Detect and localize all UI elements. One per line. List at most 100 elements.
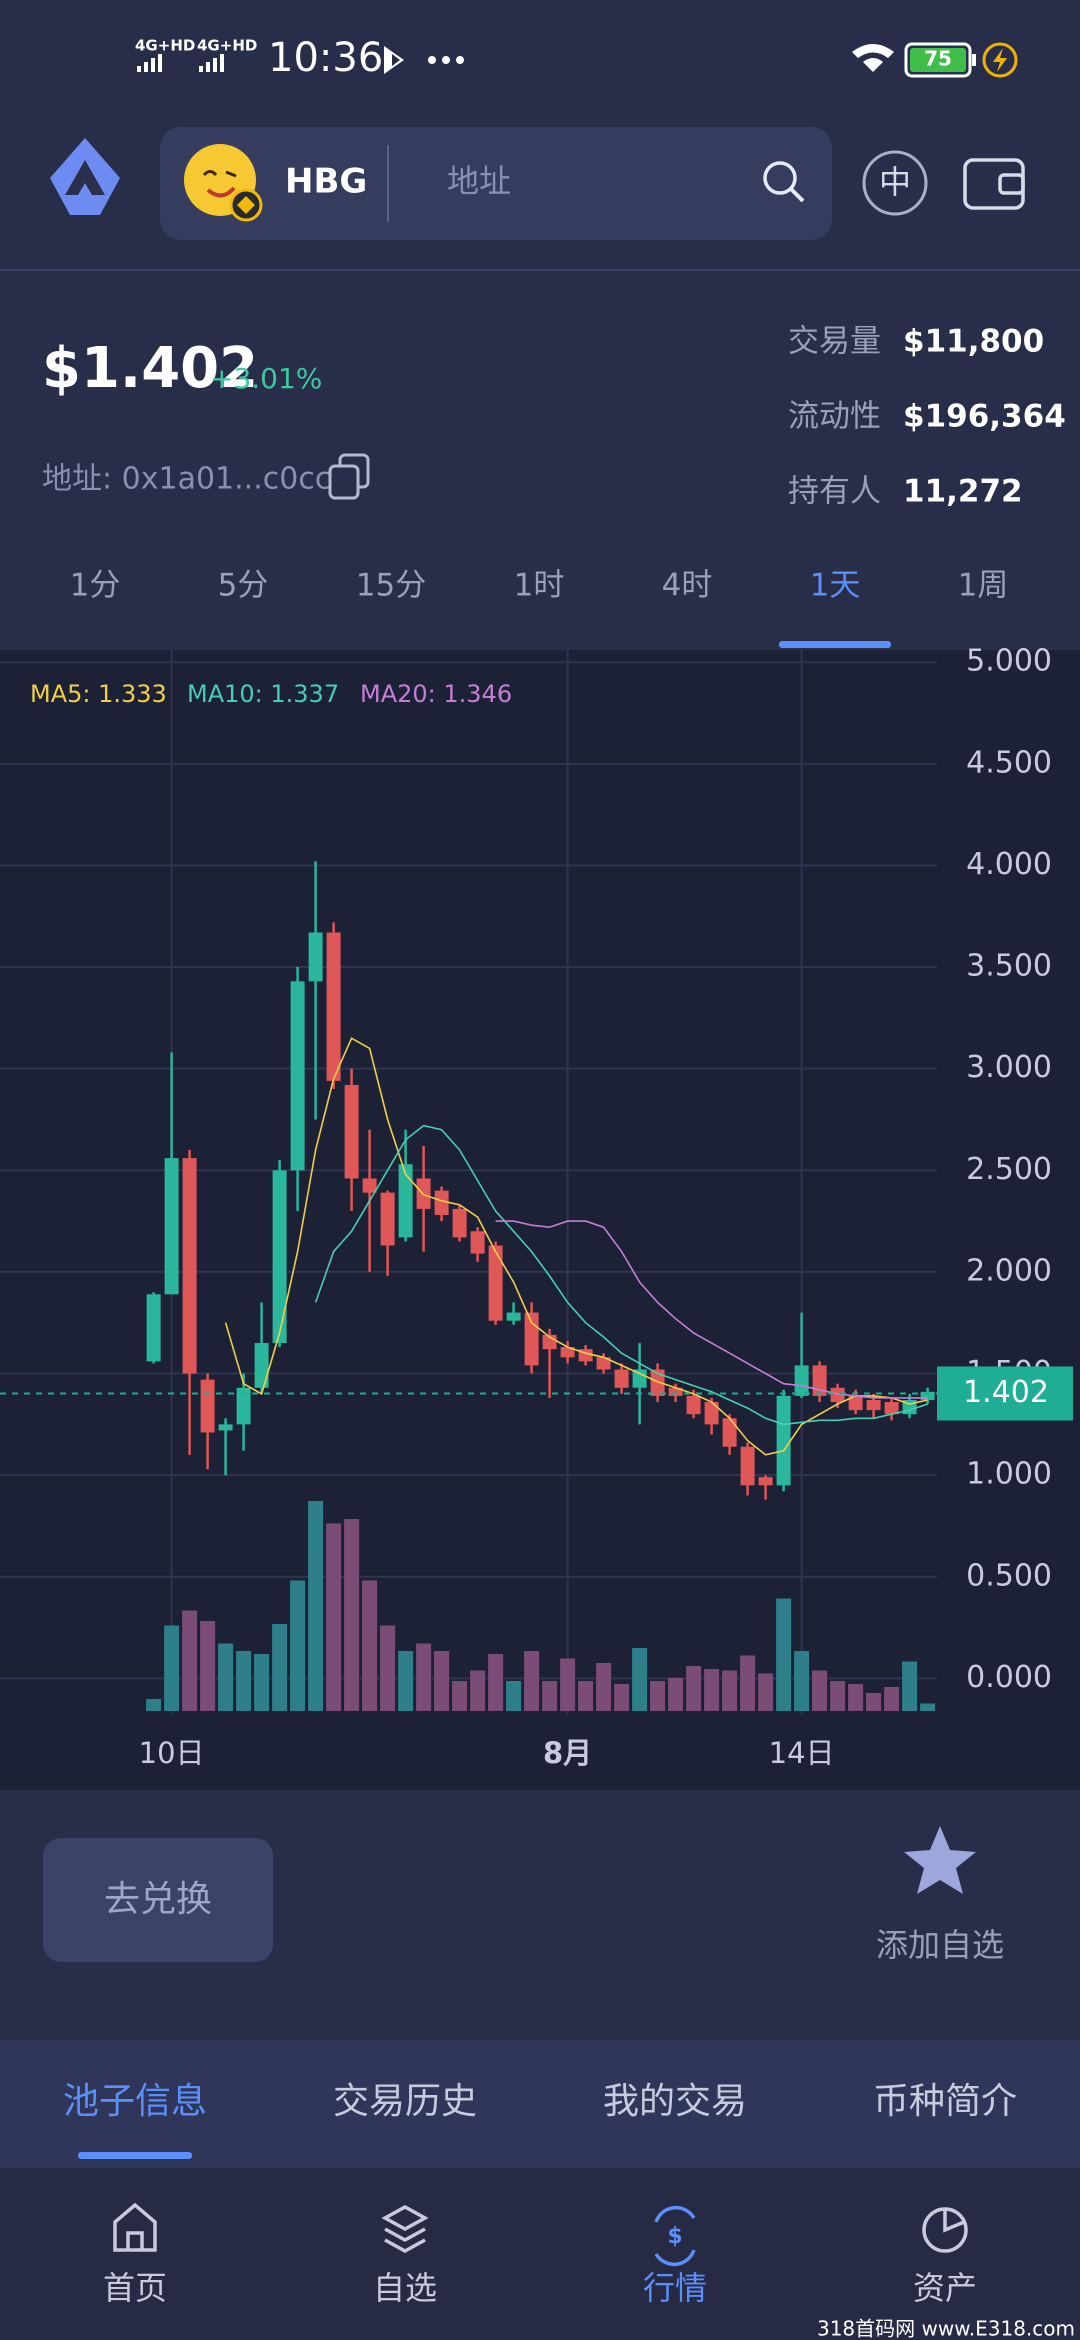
candle-body bbox=[380, 1192, 395, 1246]
signal bbox=[151, 58, 155, 72]
y-tick-label: 0.000 bbox=[966, 1660, 1052, 1695]
volume-bar bbox=[362, 1580, 378, 1711]
interval-tab[interactable]: 1天 bbox=[810, 568, 861, 604]
stat-value: $11,800 bbox=[903, 324, 1044, 360]
volume-bar bbox=[560, 1658, 576, 1711]
volume-bar bbox=[722, 1670, 738, 1711]
play-icon bbox=[384, 46, 404, 74]
candle-body bbox=[740, 1446, 755, 1486]
interval-tab[interactable]: 4时 bbox=[662, 568, 713, 604]
volume-bar bbox=[434, 1651, 450, 1711]
swap-button[interactable] bbox=[43, 1838, 273, 1962]
assets-icon-slice bbox=[943, 2209, 965, 2233]
volume-bar bbox=[488, 1654, 504, 1711]
candle-body bbox=[686, 1395, 701, 1415]
home-icon[interactable] bbox=[113, 2202, 157, 2252]
candle-body bbox=[776, 1395, 791, 1486]
language-text[interactable]: 中 bbox=[879, 163, 911, 201]
volume-bar bbox=[290, 1580, 306, 1711]
volume-bar bbox=[902, 1661, 918, 1711]
y-tick-label: 4.000 bbox=[966, 847, 1052, 882]
search-placeholder[interactable]: 地址 bbox=[447, 162, 511, 200]
swap-text[interactable]: 去兑换 bbox=[104, 1879, 212, 1920]
y-tick-label: 4.500 bbox=[966, 745, 1052, 780]
network: 4G+HD bbox=[197, 37, 257, 55]
stats: 交易量 $11,800 流动性 $196,364 持有人 11,272 bbox=[788, 324, 1066, 510]
candle-body bbox=[794, 1365, 809, 1396]
search-icon[interactable] bbox=[763, 161, 797, 195]
candle-body bbox=[884, 1402, 899, 1415]
signal bbox=[144, 62, 148, 72]
candle-body bbox=[272, 1170, 287, 1344]
candlestick-chart: 0.0000.5001.0001.5002.0002.5003.0003.500… bbox=[0, 644, 1073, 1770]
volume-bar bbox=[650, 1681, 666, 1711]
dot bbox=[456, 56, 464, 64]
candle-body bbox=[218, 1424, 233, 1431]
nav-labels: 首页 自选 行情 资产 bbox=[103, 2269, 977, 2307]
volume-bar bbox=[200, 1621, 216, 1711]
battery-tip bbox=[972, 54, 976, 66]
nav-label[interactable]: 自选 bbox=[373, 2269, 437, 2307]
signal bbox=[206, 62, 210, 72]
volume-bar bbox=[830, 1681, 846, 1711]
info-tab[interactable]: 交易历史 bbox=[333, 2081, 477, 2122]
candle-body bbox=[668, 1387, 683, 1396]
volume-bar bbox=[218, 1643, 234, 1711]
nav-label[interactable]: 行情 bbox=[643, 2269, 707, 2307]
token-symbol[interactable]: HBG bbox=[285, 162, 367, 202]
interval-tab[interactable]: 1分 bbox=[70, 568, 121, 604]
candle-body bbox=[524, 1312, 539, 1366]
nav-label[interactable]: 首页 bbox=[103, 2269, 167, 2307]
battery-level bbox=[910, 48, 966, 72]
candle-body bbox=[236, 1387, 251, 1425]
y-tick-label: 1.000 bbox=[966, 1457, 1052, 1492]
interval-tab[interactable]: 1周 bbox=[958, 568, 1009, 604]
candle-body bbox=[398, 1164, 413, 1238]
volume-bar bbox=[326, 1523, 342, 1711]
volume-bar bbox=[380, 1625, 396, 1711]
volume-bar bbox=[416, 1643, 432, 1711]
x-tick-label: 14日 bbox=[769, 1736, 835, 1770]
volume-bar bbox=[704, 1669, 720, 1711]
volume-bar bbox=[614, 1684, 630, 1711]
volume-bar bbox=[452, 1681, 468, 1711]
info-tab[interactable]: 币种简介 bbox=[873, 2081, 1017, 2122]
info-tab[interactable]: 池子信息 bbox=[63, 2081, 207, 2122]
candle-body bbox=[362, 1178, 377, 1193]
search-box[interactable] bbox=[160, 127, 832, 240]
nav-label[interactable]: 资产 bbox=[913, 2269, 977, 2307]
x-tick-label: 8月 bbox=[543, 1736, 592, 1770]
candle-body bbox=[164, 1158, 179, 1295]
interval-tab[interactable]: 15分 bbox=[356, 568, 426, 604]
search-handle bbox=[789, 187, 805, 203]
candle-body bbox=[506, 1312, 521, 1321]
volume-bar bbox=[524, 1651, 540, 1711]
dot bbox=[442, 56, 450, 64]
volume-bar bbox=[668, 1678, 684, 1711]
tab-bar bbox=[0, 2040, 1080, 2168]
language-button[interactable] bbox=[862, 150, 928, 216]
info-tab[interactable]: 我的交易 bbox=[603, 2081, 747, 2122]
candle-body bbox=[200, 1379, 215, 1433]
volume-bar bbox=[920, 1703, 936, 1711]
volume-bar bbox=[686, 1666, 702, 1711]
volume-bar bbox=[506, 1681, 522, 1711]
watermark: 318首码网 www.E318.com bbox=[817, 2317, 1075, 2340]
volume-bar bbox=[470, 1670, 486, 1711]
volume-bar bbox=[182, 1610, 198, 1711]
volume-bar bbox=[794, 1651, 810, 1711]
y-tick-label: 2.000 bbox=[966, 1253, 1052, 1288]
candle-body bbox=[560, 1347, 575, 1358]
interval-tab[interactable]: 5分 bbox=[218, 568, 269, 604]
nav-icons: $ bbox=[113, 2202, 968, 2267]
candle-body bbox=[290, 981, 305, 1171]
volume-bar bbox=[542, 1681, 558, 1711]
candle-body bbox=[758, 1477, 773, 1486]
volume-bar bbox=[848, 1684, 864, 1711]
market-icon[interactable] bbox=[654, 2205, 696, 2267]
star-icon[interactable] bbox=[904, 1826, 976, 1894]
interval-tab[interactable]: 1时 bbox=[514, 568, 565, 604]
watchlist-text[interactable]: 添加自选 bbox=[876, 1926, 1004, 1964]
signal bbox=[199, 66, 203, 72]
watchlist-icon[interactable] bbox=[381, 2205, 429, 2253]
